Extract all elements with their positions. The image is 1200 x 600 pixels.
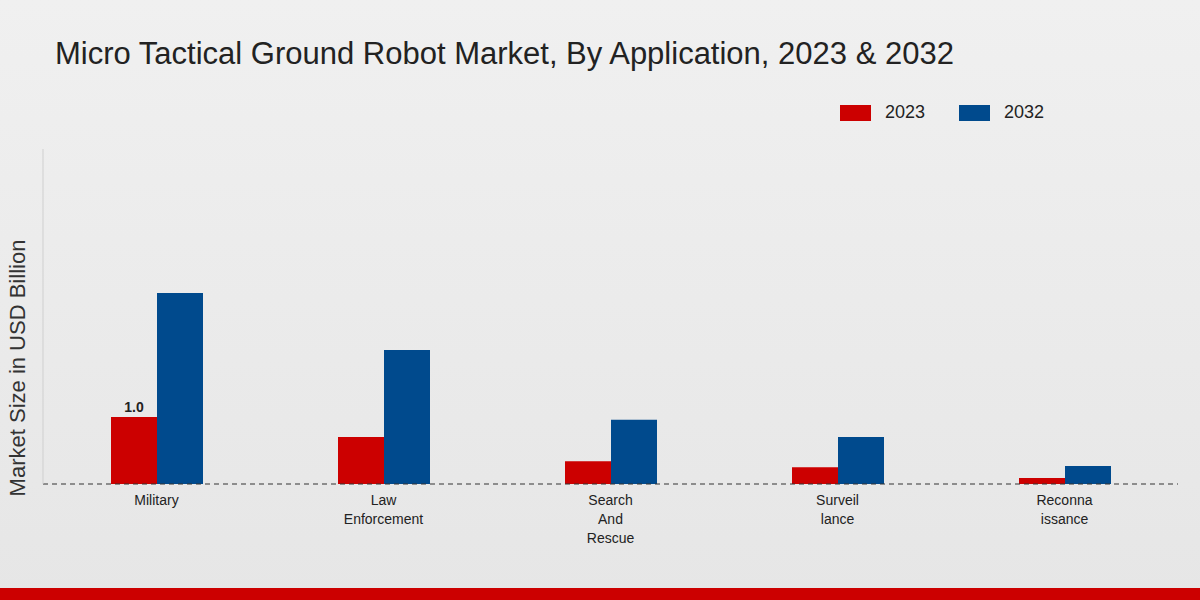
svg-text:Reconnaissance: Reconnaissance (1036, 492, 1092, 527)
html-text:Market Size in USD Billion: Market Size in USD Billion (5, 239, 30, 497)
html-text:2023: 2023 (884, 102, 925, 122)
svg-text:Military: Military (134, 492, 178, 508)
svg-text:SearchAndRescue: SearchAndRescue (587, 492, 635, 546)
html-text:2032: 2032 (1004, 102, 1044, 122)
svg-text:LawEnforcement: LawEnforcement (344, 492, 423, 527)
svg-text:1.0: 1.0 (124, 399, 144, 415)
html-text:Micro Tactical Ground Robot Ma: Micro Tactical Ground Robot Market, By A… (55, 36, 954, 71)
svg-text:Surveillance: Surveillance (816, 492, 859, 527)
